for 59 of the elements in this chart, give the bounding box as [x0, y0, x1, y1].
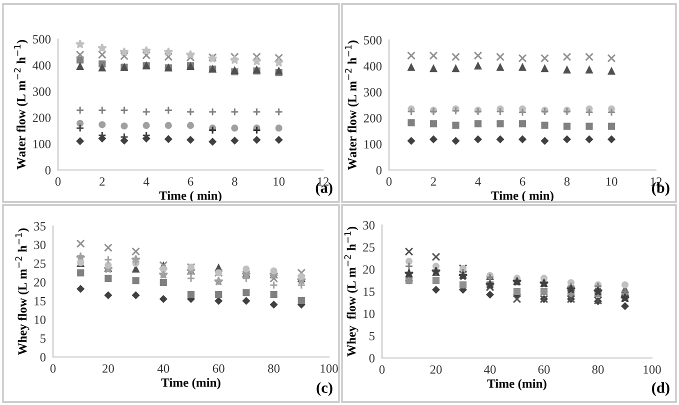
y-tick-label: 30 — [363, 221, 375, 230]
y-tick-label: 300 — [364, 88, 382, 96]
x-tick-label: 100 — [320, 364, 338, 373]
text: (d) — [652, 382, 670, 396]
x-tick-label: 8 — [232, 177, 238, 186]
x-tick-label: 100 — [644, 365, 661, 374]
y-tick-label: 400 — [32, 61, 51, 70]
y-tick-label: 500 — [364, 36, 382, 44]
y-tick-label: 500 — [33, 35, 51, 44]
x-tick-label: 10 — [274, 177, 285, 186]
y-axis-title: Water flow (L m$^{−2}$ h$^{−1}$) — [345, 40, 359, 170]
x-tick-label: 6 — [520, 177, 526, 186]
x-tick-label: 80 — [268, 364, 280, 373]
y-tick-label: 200 — [32, 114, 51, 122]
x-axis-title: Time ( min) — [491, 191, 554, 202]
y-tick-label: 30 — [34, 240, 46, 250]
x-tick-label: 60 — [212, 364, 224, 373]
y-tick-label: 35 — [34, 222, 46, 230]
x-tick-label: 2 — [430, 177, 436, 186]
text: (c) — [316, 382, 332, 396]
y-tick-label: 400 — [364, 62, 382, 70]
y-tick-label: 0 — [369, 354, 375, 362]
y-tick-label: 25 — [363, 243, 375, 252]
x-tick-label: 40 — [484, 365, 496, 374]
x-tick-label: 80 — [592, 365, 604, 374]
y-tick-label: 200 — [364, 114, 382, 122]
y-tick-label: 20 — [34, 278, 46, 287]
y-tick-label: 5 — [370, 332, 375, 340]
y-tick-label: 300 — [32, 87, 51, 96]
x-tick-label: 0 — [386, 177, 392, 186]
x-tick-label: 0 — [55, 177, 61, 186]
y-tick-label: 100 — [33, 140, 51, 148]
y-tick-label: 15 — [364, 288, 375, 296]
x-tick-label: 8 — [564, 177, 570, 186]
x-tick-label: 20 — [430, 365, 442, 374]
y-axis-title: Water flow (L m$^{−2}$ h$^{−1}$) — [14, 40, 28, 170]
y-tick-label: 100 — [364, 140, 382, 148]
x-axis-title: Time (min) — [161, 378, 220, 390]
x-tick-label: 40 — [157, 364, 170, 373]
x-tick-label: 20 — [102, 364, 114, 373]
y-tick-label: 20 — [363, 265, 375, 274]
y-tick-label: 0 — [40, 353, 46, 362]
y-tick-label: 10 — [34, 316, 46, 324]
x-tick-label: 4 — [475, 177, 481, 186]
x-tick-label: 6 — [188, 177, 194, 186]
x-axis-title: Time (min) — [487, 379, 546, 390]
x-tick-label: 2 — [100, 177, 105, 186]
x-tick-label: 60 — [538, 365, 550, 374]
x-tick-label: 10 — [606, 177, 618, 186]
x-tick-label: 4 — [143, 177, 150, 186]
y-tick-label: 15 — [34, 296, 46, 306]
y-tick-label: 10 — [364, 310, 375, 318]
y-tick-label: 0 — [376, 166, 382, 174]
x-axis-title: Time ( min) — [159, 191, 222, 202]
y-axis-title: Whey flow (L m$^{−2}$ h$^{−1}$) — [344, 226, 358, 357]
y-axis-title: Whey flow (L m$^{−2}$ h$^{−1}$) — [15, 228, 30, 356]
y-tick-label: 0 — [45, 166, 51, 174]
y-tick-label: 25 — [34, 259, 46, 268]
y-tick-label: 5 — [40, 334, 46, 343]
